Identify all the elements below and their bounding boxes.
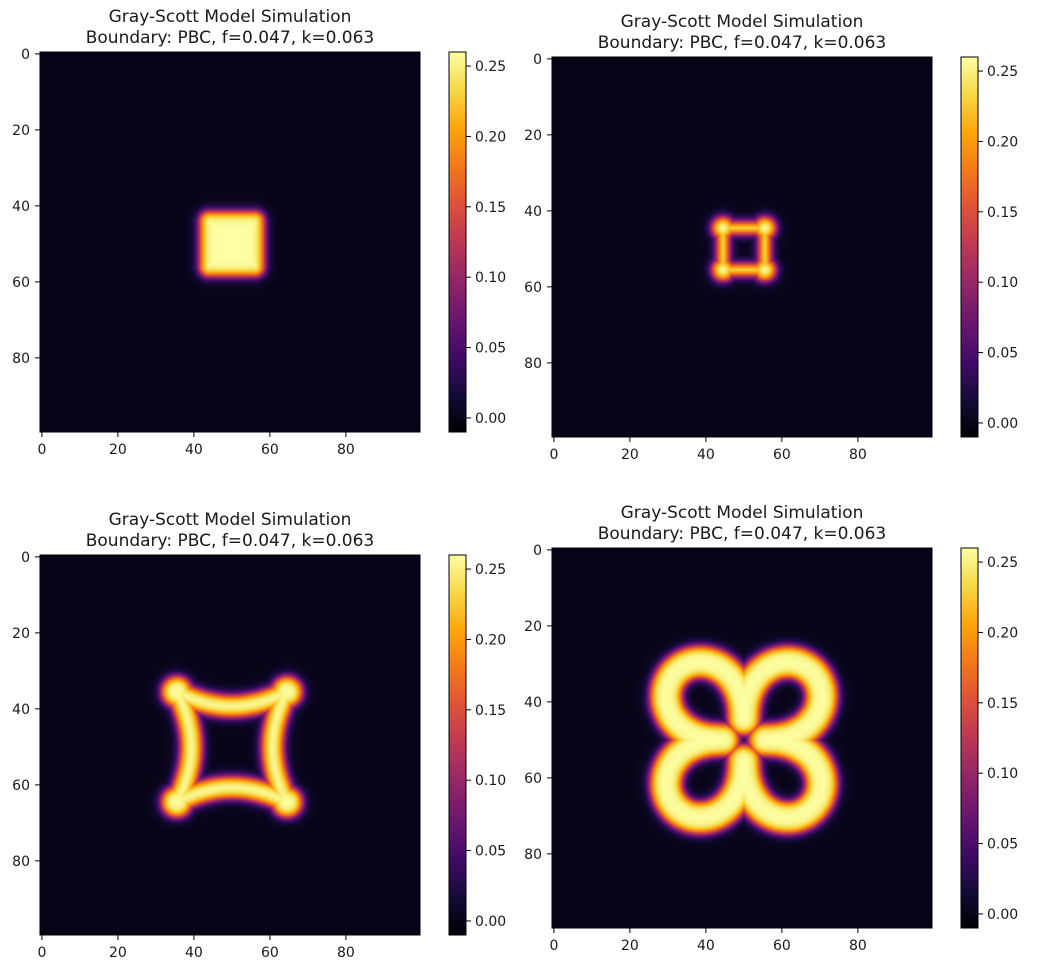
colorbar-tick-label: 0.10 [987,766,1018,782]
heatmap-image [552,548,932,928]
colorbar-tick-label: 0.15 [475,200,506,216]
colorbar [448,554,467,936]
colorbar-tick-label: 0.00 [987,907,1018,923]
colorbar-tick-label: 0.15 [987,205,1018,221]
x-tick-label: 80 [849,938,867,954]
colorbar-tick-label: 0.20 [987,134,1018,150]
colorbar-tick-label: 0.05 [475,341,506,357]
colorbar-tick-label: 0.25 [475,59,506,75]
chart-subtitle: Boundary: PBC, f=0.047, k=0.063 [598,524,887,544]
y-tick-label: 0 [21,47,30,63]
y-tick-label: 20 [12,123,30,139]
colorbar-tick-label: 0.20 [475,129,506,145]
chart-title: Gray-Scott Model Simulation [621,503,864,523]
colorbar-tick-label: 0.10 [987,275,1018,291]
chart-subtitle: Boundary: PBC, f=0.047, k=0.063 [86,531,375,551]
colorbar-tick-label: 0.25 [987,64,1018,80]
x-tick-label: 40 [697,938,715,954]
colorbar-tick-label: 0.05 [987,837,1018,853]
colorbar-tick-label: 0.00 [987,416,1018,432]
x-tick-label: 40 [185,442,203,458]
colorbar-tick-label: 0.10 [475,270,506,286]
colorbar-tick-label: 0.05 [987,346,1018,362]
chart-title: Gray-Scott Model Simulation [109,510,352,530]
y-tick-label: 40 [12,702,30,718]
y-tick-label: 80 [12,351,30,367]
colorbar-tick-label: 0.10 [475,773,506,789]
axes-frame [551,547,933,929]
colorbar-tick-label: 0.00 [475,914,506,930]
colorbar-tick-label: 0.20 [475,632,506,648]
heatmap-image [552,57,932,437]
colorbar-tick-label: 0.15 [475,703,506,719]
y-tick-label: 80 [524,356,542,372]
y-tick-label: 40 [524,695,542,711]
x-tick-label: 60 [773,447,791,463]
x-tick-label: 40 [697,447,715,463]
y-tick-label: 0 [533,543,542,559]
x-tick-label: 40 [185,945,203,961]
y-tick-label: 60 [12,778,30,794]
colorbar-tick-label: 0.25 [475,562,506,578]
x-tick-label: 0 [549,938,558,954]
heatmap-image [40,555,420,935]
x-tick-label: 20 [109,945,127,961]
x-tick-label: 60 [261,442,279,458]
x-tick-label: 80 [849,447,867,463]
y-tick-label: 40 [524,204,542,220]
y-tick-label: 80 [12,854,30,870]
x-tick-label: 0 [549,447,558,463]
x-tick-label: 60 [261,945,279,961]
colorbar-tick-label: 0.25 [987,555,1018,571]
axes-frame [551,56,933,438]
heatmap-image [40,52,420,432]
y-tick-label: 60 [524,771,542,787]
colorbar-tick-label: 0.20 [987,625,1018,641]
x-tick-label: 20 [621,938,639,954]
x-tick-label: 0 [37,442,46,458]
chart-panel-bottom-right: Gray-Scott Model Simulation Boundary: PBC… [512,496,1032,966]
y-tick-label: 80 [524,847,542,863]
chart-panel-top-left: Gray-Scott Model Simulation Boundary: PBC… [0,0,520,470]
colorbar [960,56,979,438]
colorbar-tick-label: 0.05 [475,844,506,860]
y-tick-label: 20 [524,619,542,635]
x-tick-label: 80 [337,442,355,458]
y-tick-label: 0 [21,550,30,566]
x-tick-label: 80 [337,945,355,961]
y-tick-label: 40 [12,199,30,215]
chart-panel-bottom-left: Gray-Scott Model Simulation Boundary: PBC… [0,503,520,973]
colorbar [960,547,979,929]
y-tick-label: 20 [524,128,542,144]
colorbar-tick-label: 0.00 [475,411,506,427]
y-tick-label: 60 [12,275,30,291]
x-tick-label: 0 [37,945,46,961]
x-tick-label: 20 [109,442,127,458]
axes-frame [39,51,421,433]
colorbar [448,51,467,433]
x-tick-label: 20 [621,447,639,463]
chart-subtitle: Boundary: PBC, f=0.047, k=0.063 [598,33,887,53]
chart-subtitle: Boundary: PBC, f=0.047, k=0.063 [86,28,375,48]
chart-title: Gray-Scott Model Simulation [109,7,352,27]
colorbar-tick-label: 0.15 [987,696,1018,712]
y-tick-label: 0 [533,52,542,68]
x-tick-label: 60 [773,938,791,954]
y-tick-label: 60 [524,280,542,296]
y-tick-label: 20 [12,626,30,642]
axes-frame [39,554,421,936]
chart-panel-top-right: Gray-Scott Model Simulation Boundary: PBC… [512,5,1032,475]
chart-title: Gray-Scott Model Simulation [621,12,864,32]
